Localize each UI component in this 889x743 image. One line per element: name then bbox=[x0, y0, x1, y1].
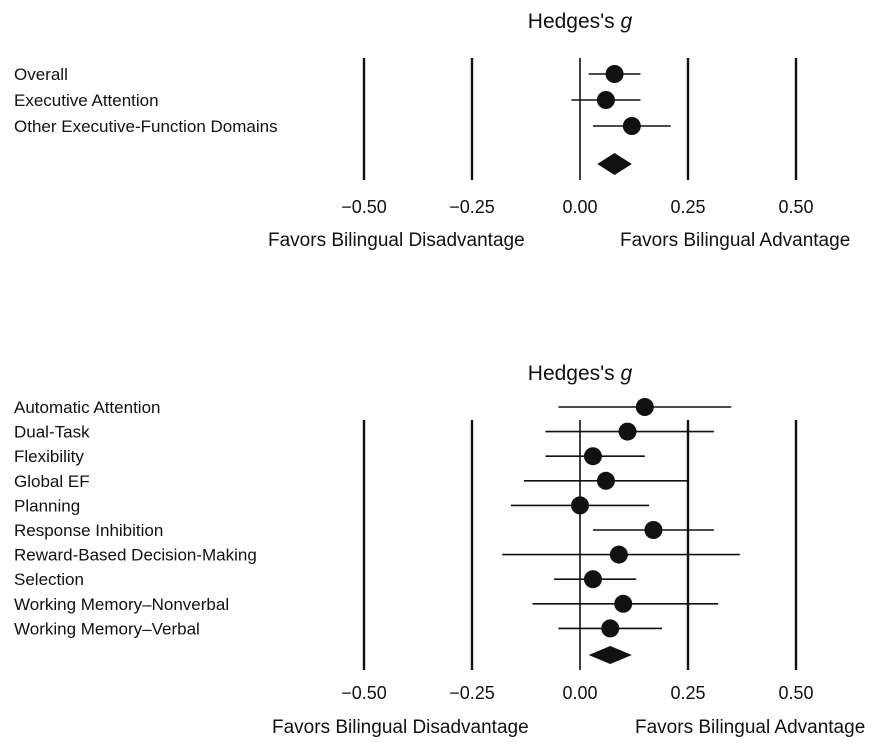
row-label: Reward-Based Decision-Making bbox=[14, 546, 257, 565]
point-estimate bbox=[622, 117, 641, 135]
row-label: Response Inhibition bbox=[14, 521, 163, 540]
favors-right-label: Favors Bilingual Advantage bbox=[635, 717, 865, 738]
x-tick-label: 0.25 bbox=[670, 683, 705, 703]
row-label: Other Executive-Function Domains bbox=[14, 117, 278, 136]
point-estimate bbox=[601, 619, 620, 638]
x-tick-label: 0.50 bbox=[778, 197, 813, 217]
row-label: Automatic Attention bbox=[14, 398, 160, 417]
row-label: Overall bbox=[14, 65, 68, 84]
favors-left-label: Favors Bilingual Disadvantage bbox=[272, 717, 529, 738]
chart-title: Hedges's g bbox=[528, 10, 633, 33]
point-estimate bbox=[583, 447, 602, 466]
favors-right-label: Favors Bilingual Advantage bbox=[620, 230, 850, 251]
x-tick-label: −0.25 bbox=[449, 197, 495, 217]
x-tick-label: 0.25 bbox=[670, 197, 705, 217]
point-estimate bbox=[618, 422, 637, 441]
chart-title-text: Hedges's bbox=[528, 10, 621, 33]
row-label: Global EF bbox=[14, 472, 90, 491]
chart-title-text: Hedges's bbox=[528, 362, 621, 385]
point-estimate bbox=[605, 65, 624, 83]
row-label: Selection bbox=[14, 570, 84, 589]
summary-diamond bbox=[597, 153, 632, 175]
x-tick-label: −0.50 bbox=[341, 683, 387, 703]
x-tick-label: 0.00 bbox=[562, 683, 597, 703]
x-tick-label: −0.25 bbox=[449, 683, 495, 703]
row-label: Planning bbox=[14, 496, 80, 515]
chart-title: Hedges's g bbox=[528, 362, 633, 385]
point-estimate bbox=[596, 471, 615, 490]
row-label: Executive Attention bbox=[14, 91, 159, 110]
row-label: Working Memory–Nonverbal bbox=[14, 595, 229, 614]
x-tick-label: −0.50 bbox=[341, 197, 387, 217]
chart-title-variable: g bbox=[621, 362, 633, 385]
point-estimate bbox=[571, 496, 589, 515]
row-label: Working Memory–Verbal bbox=[14, 619, 200, 638]
row-label: Dual-Task bbox=[14, 423, 90, 442]
chart-title-variable: g bbox=[621, 10, 633, 33]
point-estimate bbox=[635, 398, 654, 416]
x-tick-label: 0.00 bbox=[562, 197, 597, 217]
point-estimate bbox=[609, 545, 628, 564]
favors-left-label: Favors Bilingual Disadvantage bbox=[268, 230, 525, 251]
summary-diamond bbox=[588, 646, 632, 664]
point-estimate bbox=[583, 570, 602, 589]
row-label: Flexibility bbox=[14, 447, 84, 466]
point-estimate bbox=[596, 91, 615, 109]
x-tick-label: 0.50 bbox=[778, 683, 813, 703]
point-estimate bbox=[644, 521, 663, 539]
point-estimate bbox=[614, 594, 633, 613]
